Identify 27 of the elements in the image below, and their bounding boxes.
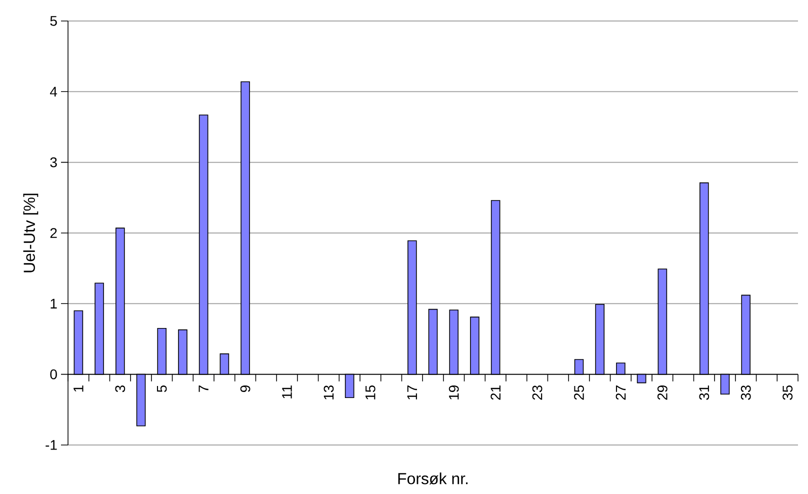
- y-tick-label: 3: [50, 157, 57, 168]
- x-tick-label: 21: [490, 386, 500, 400]
- y-axis-title: Uel-Utv [%]: [23, 194, 38, 272]
- y-tick-label: 1: [50, 298, 57, 308]
- x-tick-label: 7: [198, 386, 208, 392]
- x-tick-label: 9: [240, 386, 250, 392]
- y-tick-label: 2: [50, 228, 57, 238]
- x-tick-label: 11: [282, 386, 292, 398]
- x-tick-label: 5: [156, 385, 167, 392]
- x-tick-label: 13: [324, 385, 334, 400]
- x-tick-label: 25: [574, 385, 584, 400]
- y-tick-label: 5: [50, 16, 57, 26]
- x-tick-label: 27: [616, 386, 626, 400]
- x-tick-label: 19: [448, 386, 459, 400]
- x-tick-label: 23: [532, 385, 542, 400]
- x-tick-label: 3: [115, 385, 126, 392]
- y-tick-label: 4: [50, 86, 58, 96]
- y-tick-label: -1: [46, 440, 57, 450]
- x-tick-label: 35: [782, 385, 793, 400]
- x-tick-label: 17: [407, 386, 417, 400]
- x-tick-label: 29: [657, 386, 668, 400]
- y-tick-label: 0: [50, 369, 57, 380]
- x-tick-label: 31: [699, 386, 710, 400]
- x-tick-label: 1: [74, 386, 84, 392]
- x-tick-label: 15: [366, 385, 376, 400]
- x-axis-title: Forsøk nr.: [398, 472, 468, 484]
- x-tick-label: 33: [740, 385, 751, 400]
